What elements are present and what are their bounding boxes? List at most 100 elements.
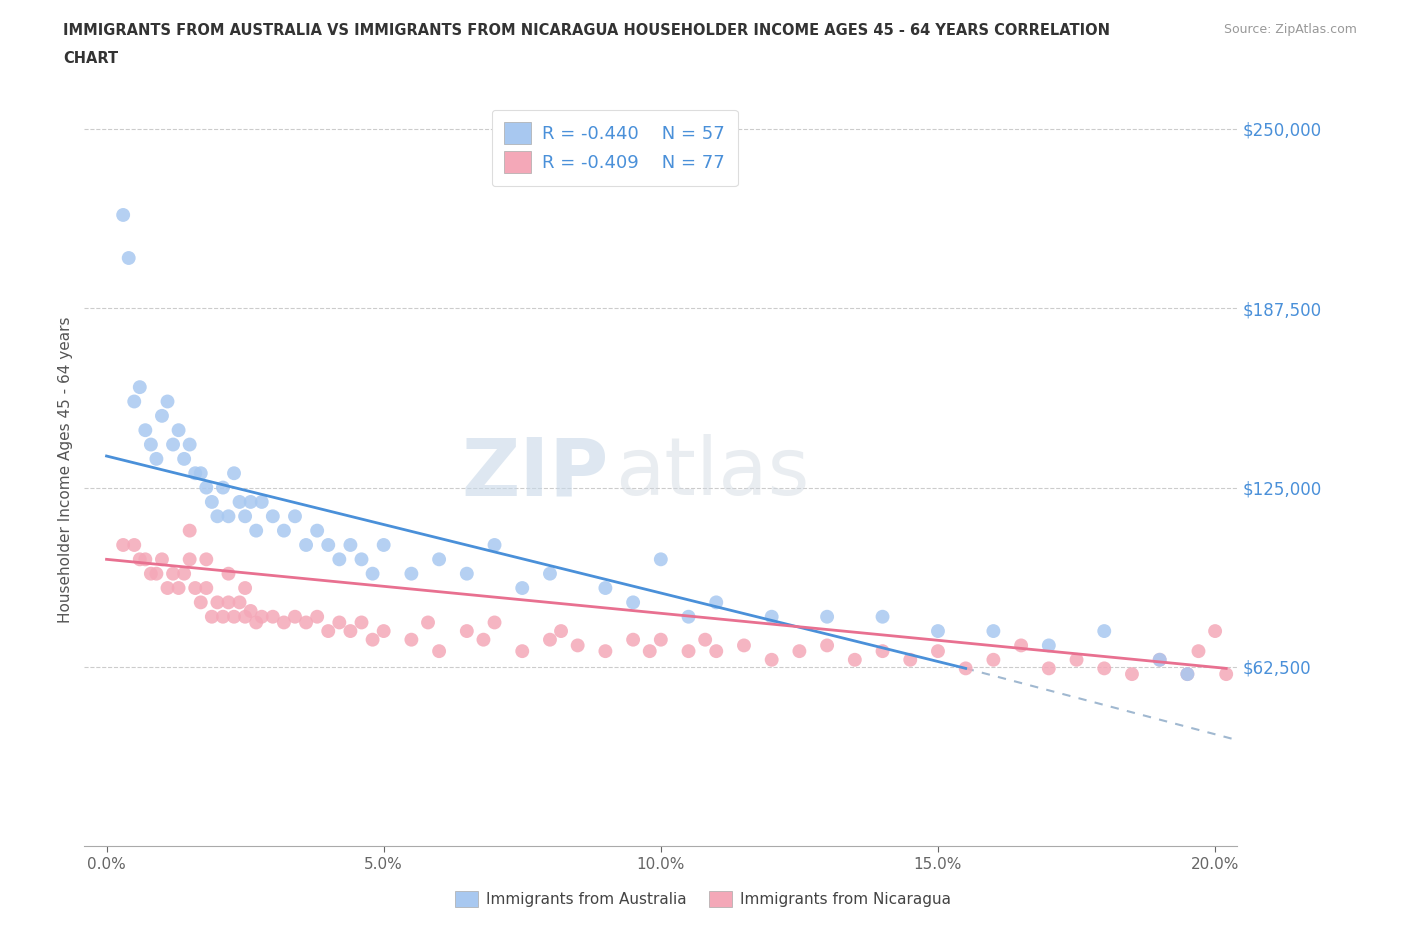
Point <box>815 638 838 653</box>
Point <box>145 566 167 581</box>
Point <box>233 609 256 624</box>
Point <box>245 615 267 630</box>
Point <box>173 566 195 581</box>
Point <box>328 615 350 630</box>
Point <box>179 437 201 452</box>
Point <box>218 566 240 581</box>
Point <box>361 566 384 581</box>
Point <box>761 652 783 667</box>
Point <box>1204 624 1226 639</box>
Point <box>401 566 423 581</box>
Point <box>295 538 318 552</box>
Point <box>128 551 150 566</box>
Point <box>872 644 894 658</box>
Point <box>195 480 218 495</box>
Point <box>373 538 395 552</box>
Point <box>207 595 229 610</box>
Point <box>427 551 450 566</box>
Point <box>733 638 755 653</box>
Point <box>1177 667 1199 682</box>
Point <box>1010 638 1032 653</box>
Point <box>162 437 184 452</box>
Point <box>550 624 572 639</box>
Point <box>222 466 245 481</box>
Point <box>262 509 284 524</box>
Point <box>184 466 207 481</box>
Point <box>704 644 727 658</box>
Point <box>316 624 339 639</box>
Point <box>361 632 384 647</box>
Point <box>595 580 617 595</box>
Point <box>373 624 395 639</box>
Point <box>350 615 373 630</box>
Point <box>239 495 262 510</box>
Point <box>118 250 141 265</box>
Point <box>190 466 212 481</box>
Point <box>262 609 284 624</box>
Point <box>212 480 235 495</box>
Point <box>112 207 135 222</box>
Point <box>844 652 866 667</box>
Point <box>510 644 533 658</box>
Point <box>167 423 190 438</box>
Point <box>1121 667 1143 682</box>
Point <box>678 609 700 624</box>
Point <box>350 551 373 566</box>
Point <box>190 595 212 610</box>
Point <box>1092 624 1115 639</box>
Point <box>179 524 201 538</box>
Point <box>122 394 145 409</box>
Point <box>128 379 150 394</box>
Text: Source: ZipAtlas.com: Source: ZipAtlas.com <box>1223 23 1357 36</box>
Point <box>401 632 423 647</box>
Point <box>156 394 179 409</box>
Point <box>872 609 894 624</box>
Point <box>1149 652 1171 667</box>
Point <box>538 566 561 581</box>
Legend: R = -0.440    N = 57, R = -0.409    N = 77: R = -0.440 N = 57, R = -0.409 N = 77 <box>492 110 738 186</box>
Point <box>173 451 195 466</box>
Text: CHART: CHART <box>63 51 118 66</box>
Point <box>207 509 229 524</box>
Point <box>139 566 162 581</box>
Point <box>212 609 235 624</box>
Point <box>638 644 661 658</box>
Point <box>1177 667 1199 682</box>
Point <box>233 509 256 524</box>
Point <box>222 609 245 624</box>
Point <box>179 551 201 566</box>
Text: atlas: atlas <box>614 434 808 512</box>
Point <box>815 609 838 624</box>
Point <box>195 551 218 566</box>
Point <box>218 595 240 610</box>
Point <box>983 652 1005 667</box>
Point <box>245 524 267 538</box>
Point <box>650 551 672 566</box>
Point <box>1215 667 1237 682</box>
Point <box>284 509 307 524</box>
Point <box>162 566 184 581</box>
Point <box>218 509 240 524</box>
Point <box>239 604 262 618</box>
Point <box>678 644 700 658</box>
Point <box>195 580 218 595</box>
Point <box>983 624 1005 639</box>
Point <box>122 538 145 552</box>
Point <box>761 609 783 624</box>
Point <box>112 538 135 552</box>
Point <box>484 538 506 552</box>
Point <box>472 632 495 647</box>
Point <box>456 624 478 639</box>
Point <box>595 644 617 658</box>
Point <box>167 580 190 595</box>
Point <box>789 644 811 658</box>
Point <box>1187 644 1209 658</box>
Point <box>339 538 361 552</box>
Point <box>145 451 167 466</box>
Point <box>150 551 173 566</box>
Legend: Immigrants from Australia, Immigrants from Nicaragua: Immigrants from Australia, Immigrants fr… <box>449 884 957 913</box>
Point <box>139 437 162 452</box>
Point <box>1038 661 1060 676</box>
Point <box>1066 652 1088 667</box>
Text: ZIP: ZIP <box>461 434 609 512</box>
